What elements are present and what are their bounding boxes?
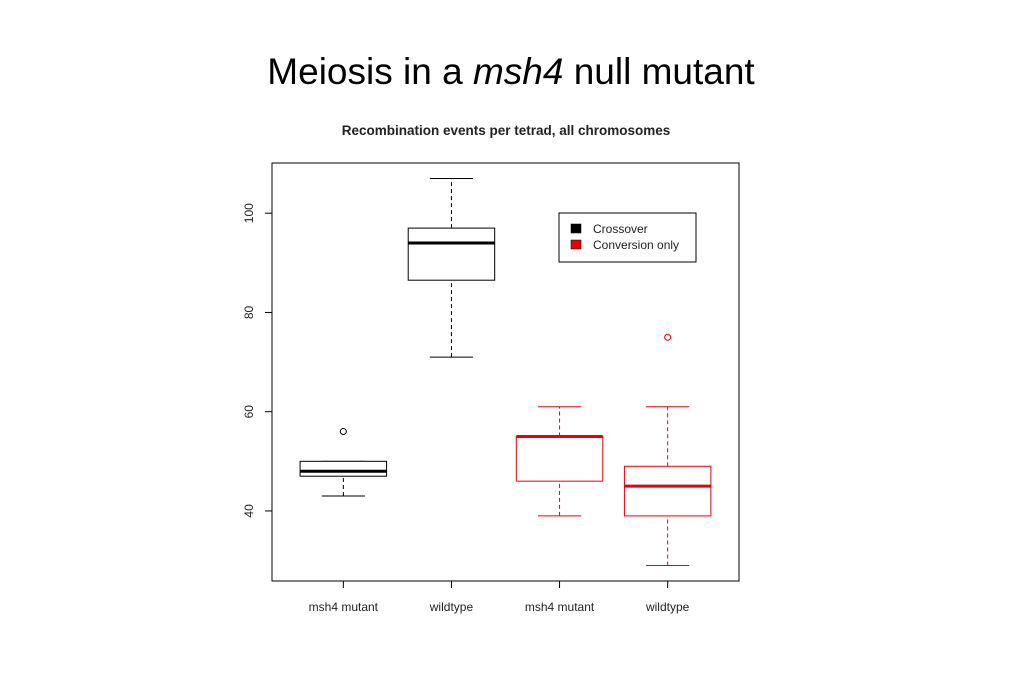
box: [623, 465, 712, 517]
legend-frame: [558, 212, 697, 263]
box: [407, 227, 496, 281]
box: [515, 436, 604, 482]
plot-frame: [271, 162, 740, 582]
legend-swatch: [570, 223, 582, 234]
y-tick-label: 40: [242, 504, 256, 518]
legend-label: Conversion only: [593, 238, 679, 252]
legend-label: Crossover: [593, 222, 648, 236]
chart-title: Recombination events per tetrad, all chr…: [342, 123, 671, 138]
slide-title: Meiosis in a msh4 null mutant: [267, 51, 755, 92]
y-tick-label: 60: [242, 405, 256, 419]
y-tick-label: 100: [242, 203, 256, 223]
x-tick-label: wildtype: [429, 600, 474, 614]
box: [299, 460, 388, 477]
x-tick-label: msh4 mutant: [525, 600, 595, 614]
legend-swatch: [570, 239, 582, 250]
outlier: [664, 333, 672, 341]
slide-title-part: null mutant: [574, 51, 756, 92]
outlier: [339, 428, 347, 436]
y-tick-label: 80: [242, 305, 256, 319]
x-tick-label: msh4 mutant: [309, 600, 379, 614]
slide-title-part: Meiosis in a: [267, 51, 463, 92]
x-tick-label: wildtype: [645, 600, 690, 614]
slide-title-italic: msh4: [473, 51, 563, 92]
